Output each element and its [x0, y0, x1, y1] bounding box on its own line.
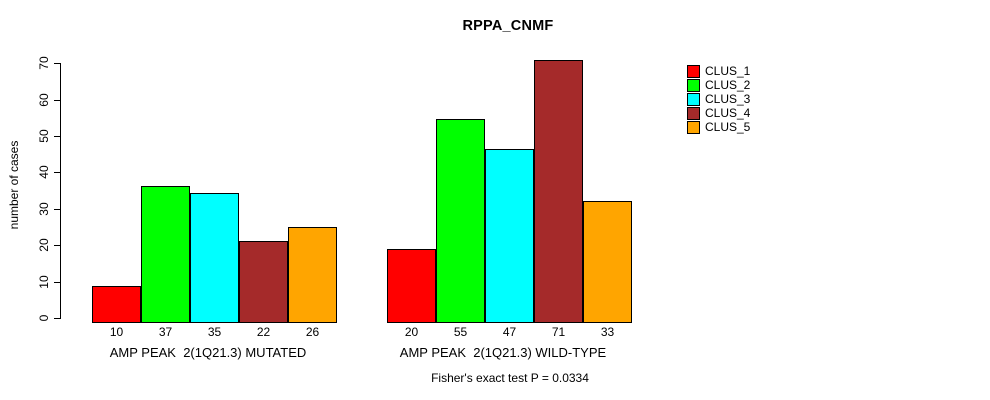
legend-swatch-icon	[687, 121, 700, 134]
y-tick-30	[54, 209, 60, 210]
annotation-text: Fisher's exact test P = 0.0334	[431, 371, 589, 385]
bar-value-label: 10	[109, 325, 124, 339]
y-axis-line	[60, 63, 61, 319]
y-tick-10	[54, 282, 60, 283]
y-tick-20	[54, 245, 60, 246]
legend-label: CLUS_3	[705, 92, 751, 106]
legend-swatch-icon	[687, 107, 700, 120]
legend-label: CLUS_2	[705, 78, 751, 92]
bar-clus_1-group2	[387, 249, 436, 323]
legend-label: CLUS_5	[705, 120, 751, 134]
legend-swatch-icon	[687, 93, 700, 106]
bar-clus_4-group2	[534, 60, 583, 323]
legend-swatch-icon	[687, 79, 700, 92]
legend-row-clus_3: CLUS_3	[687, 93, 750, 106]
bar-value-label: 55	[453, 325, 468, 339]
bar-clus_2-group2	[436, 119, 485, 323]
legend-swatch-icon	[687, 65, 700, 78]
legend: CLUS_1 CLUS_2 CLUS_3 CLUS_4 CLUS_5	[687, 65, 750, 135]
y-tick-label-70: 70	[37, 56, 51, 70]
legend-row-clus_1: CLUS_1	[687, 65, 750, 78]
y-tick-0	[54, 318, 60, 319]
x-axis-label-group1: AMP PEAK 2(1Q21.3) MUTATED	[109, 345, 307, 360]
legend-label: CLUS_4	[705, 106, 751, 120]
bar-clus_2-group1	[141, 186, 190, 323]
bar-clus_5-group1	[288, 227, 337, 323]
bar-value-label: 22	[256, 325, 271, 339]
bar-value-label: 71	[551, 325, 566, 339]
y-tick-60	[54, 100, 60, 101]
legend-row-clus_2: CLUS_2	[687, 79, 750, 92]
bar-value-label: 37	[158, 325, 173, 339]
bar-clus_5-group2	[583, 201, 632, 323]
bar-clus_3-group2	[485, 149, 534, 323]
bar-value-label: 35	[207, 325, 222, 339]
legend-row-clus_5: CLUS_5	[687, 121, 750, 134]
y-tick-label-60: 60	[37, 93, 51, 107]
bar-value-label: 26	[305, 325, 320, 339]
bar-clus_1-group1	[92, 286, 141, 323]
y-tick-label-50: 50	[37, 129, 51, 143]
bar-value-label: 33	[600, 325, 615, 339]
bar-value-label: 47	[502, 325, 517, 339]
y-tick-label-30: 30	[37, 202, 51, 216]
y-tick-label-20: 20	[37, 238, 51, 252]
legend-label: CLUS_1	[705, 64, 751, 78]
bar-clus_4-group1	[239, 241, 288, 323]
bar-value-label: 20	[404, 325, 419, 339]
y-tick-50	[54, 136, 60, 137]
y-tick-label-10: 10	[37, 275, 51, 289]
y-tick-40	[54, 172, 60, 173]
x-axis-label-group2: AMP PEAK 2(1Q21.3) WILD-TYPE	[399, 345, 607, 360]
bar-clus_3-group1	[190, 193, 239, 323]
y-tick-70	[54, 63, 60, 64]
y-tick-label-40: 40	[37, 165, 51, 179]
chart-title: RPPA_CNMF	[462, 18, 554, 34]
y-tick-label-0: 0	[37, 314, 51, 322]
legend-row-clus_4: CLUS_4	[687, 107, 750, 120]
